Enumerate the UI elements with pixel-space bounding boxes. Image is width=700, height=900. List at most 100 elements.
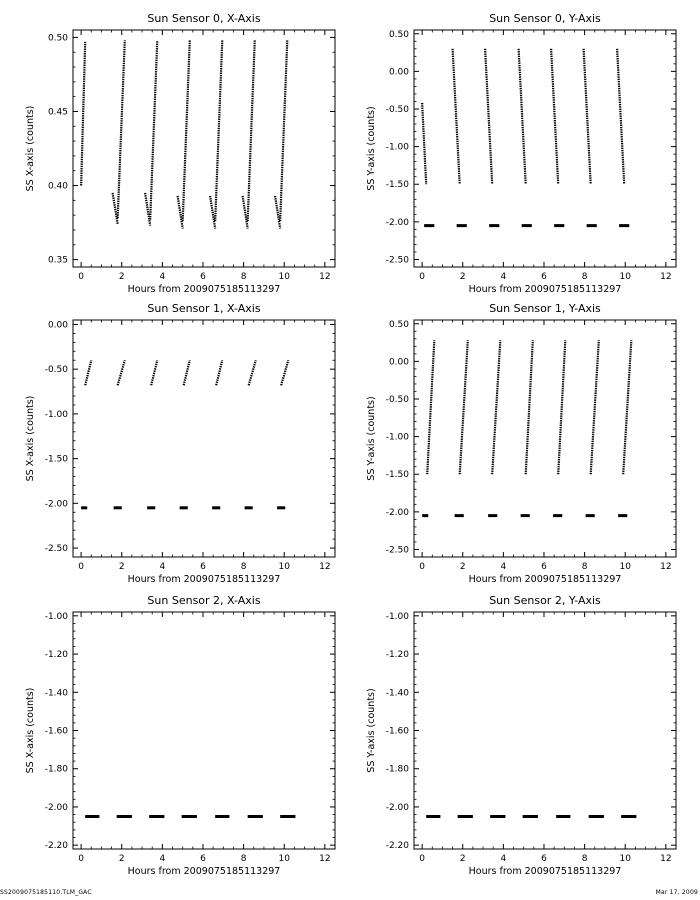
x-tick-label: 0 bbox=[419, 272, 425, 282]
x-axis-label: Hours from 2009075185113297 bbox=[469, 574, 622, 585]
x-tick-label: 10 bbox=[619, 854, 631, 864]
x-tick-label: 8 bbox=[241, 562, 247, 572]
y-axis-label: SS X-axis (counts) bbox=[25, 106, 36, 192]
y-tick-label: -1.00 bbox=[386, 433, 410, 443]
x-tick-label: 2 bbox=[119, 272, 125, 282]
plot-frame bbox=[73, 612, 335, 849]
x-tick-label: 12 bbox=[660, 854, 671, 864]
data-segment bbox=[275, 196, 280, 229]
data-segment bbox=[280, 40, 287, 221]
y-tick-label: -1.60 bbox=[45, 727, 69, 737]
footer-date: Mar 17, 2009 bbox=[656, 889, 698, 896]
x-tick-label: 8 bbox=[582, 272, 588, 282]
x-tick-label: 12 bbox=[319, 272, 330, 282]
y-tick-label: -1.00 bbox=[386, 143, 410, 153]
x-tick-label: 10 bbox=[278, 562, 290, 572]
chart-panel-2: Sun Sensor 1, X-Axis0 2 4 6 8 10 12-2.50-2.00-… bbox=[25, 302, 335, 585]
y-tick-label: -2.00 bbox=[45, 803, 69, 813]
chart-panel-0: Sun Sensor 0, X-Axis 0 2 4 6 8 10 12 0.35 0.40 0.4… bbox=[25, 12, 335, 295]
x-tick-label: 8 bbox=[241, 854, 247, 864]
data-segment bbox=[281, 360, 288, 385]
data-segment bbox=[422, 103, 426, 184]
x-tick-label: 6 bbox=[541, 854, 547, 864]
x-tick-label: 0 bbox=[419, 562, 425, 572]
chart-title: Sun Sensor 1, X-Axis bbox=[147, 302, 260, 315]
x-tick-label: 6 bbox=[541, 562, 547, 572]
x-tick-label: 10 bbox=[619, 272, 631, 282]
x-tick-label: 10 bbox=[278, 272, 290, 282]
y-tick-label: 0.00 bbox=[48, 320, 68, 330]
plot-frame bbox=[414, 320, 676, 557]
y-tick-label: -1.00 bbox=[386, 612, 410, 622]
data-segment bbox=[118, 360, 125, 385]
data-segment bbox=[248, 40, 255, 221]
x-tick-label: 12 bbox=[319, 562, 330, 572]
y-axis-label: SS Y-axis (counts) bbox=[366, 396, 377, 480]
data-segment bbox=[150, 40, 157, 219]
chart-panel-1: Sun Sensor 0, Y-Axis 0 2 4 6 8 10 12 -2.50 -2.00 -… bbox=[366, 12, 676, 295]
x-tick-label: 2 bbox=[460, 272, 466, 282]
x-tick-label: 0 bbox=[78, 854, 84, 864]
data-segment bbox=[492, 340, 500, 474]
data-segment bbox=[460, 340, 468, 474]
footer-filename: SS2009075185110.TLM_GAC bbox=[0, 889, 92, 896]
y-axis-label: SS X-axis (counts) bbox=[25, 396, 36, 482]
y-tick-label: -1.80 bbox=[45, 765, 69, 775]
x-tick-label: 2 bbox=[460, 562, 466, 572]
x-tick-label: 4 bbox=[500, 854, 506, 864]
y-tick-label: -2.50 bbox=[45, 544, 69, 554]
x-tick-label: 4 bbox=[159, 562, 165, 572]
x-tick-label: 12 bbox=[319, 854, 330, 864]
chart-title: Sun Sensor 2, Y-Axis bbox=[489, 594, 601, 607]
x-tick-label: 4 bbox=[159, 272, 165, 282]
x-tick-label: 0 bbox=[78, 272, 84, 282]
y-tick-label: 0.00 bbox=[389, 67, 409, 77]
data-segment bbox=[623, 340, 631, 474]
data-segment bbox=[427, 340, 434, 474]
y-tick-label: -2.00 bbox=[386, 508, 410, 518]
data-segment bbox=[591, 340, 599, 474]
y-tick-label: -1.40 bbox=[45, 688, 69, 698]
chart-title: Sun Sensor 0, X-Axis bbox=[147, 12, 260, 25]
x-axis-label: Hours from 2009075185113297 bbox=[469, 866, 622, 877]
y-tick-label: -1.40 bbox=[386, 688, 410, 698]
x-axis-label: Hours from 2009075185113297 bbox=[128, 574, 281, 585]
y-tick-label: -1.60 bbox=[386, 727, 410, 737]
x-tick-label: 6 bbox=[541, 272, 547, 282]
data-segment bbox=[216, 360, 222, 385]
data-segment bbox=[215, 40, 222, 221]
y-tick-label: 0.00 bbox=[389, 357, 409, 367]
y-tick-label: -1.20 bbox=[45, 650, 69, 660]
x-tick-label: 8 bbox=[582, 562, 588, 572]
y-tick-label: -0.50 bbox=[386, 105, 410, 115]
x-tick-label: 6 bbox=[200, 562, 206, 572]
data-segment bbox=[617, 49, 624, 184]
y-tick-label: -0.50 bbox=[45, 365, 69, 375]
x-axis-label: Hours from 2009075185113297 bbox=[469, 284, 622, 295]
y-tick-label: -2.50 bbox=[386, 255, 410, 265]
data-segment bbox=[453, 49, 460, 184]
x-axis-label: Hours from 2009075185113297 bbox=[128, 284, 281, 295]
x-tick-label: 12 bbox=[660, 272, 671, 282]
y-tick-label: -2.00 bbox=[386, 803, 410, 813]
plot-frame bbox=[73, 30, 335, 267]
data-segment bbox=[558, 340, 565, 474]
y-axis-label: SS Y-axis (counts) bbox=[366, 688, 377, 772]
x-tick-label: 2 bbox=[460, 854, 466, 864]
data-segment bbox=[151, 360, 157, 385]
data-segment bbox=[178, 196, 183, 229]
y-tick-label: 0.50 bbox=[389, 30, 409, 40]
y-tick-label: 0.40 bbox=[48, 182, 68, 192]
chart-panel-3: Sun Sensor 1, Y-Axis 0 2 4 6 8 10 12 -2.50 -2.00 -… bbox=[366, 302, 676, 585]
chart-panel-5: Sun Sensor 2, Y-Axis0 2 4 6 8 10 12-2.20-2.00-… bbox=[366, 594, 676, 877]
x-tick-label: 8 bbox=[241, 272, 247, 282]
y-tick-label: -2.20 bbox=[45, 841, 69, 851]
x-tick-label: 10 bbox=[619, 562, 631, 572]
y-tick-label: -1.20 bbox=[386, 650, 410, 660]
data-segment bbox=[210, 196, 215, 229]
x-tick-label: 6 bbox=[200, 272, 206, 282]
y-tick-label: -0.50 bbox=[386, 395, 410, 405]
y-tick-label: -2.00 bbox=[45, 499, 69, 509]
